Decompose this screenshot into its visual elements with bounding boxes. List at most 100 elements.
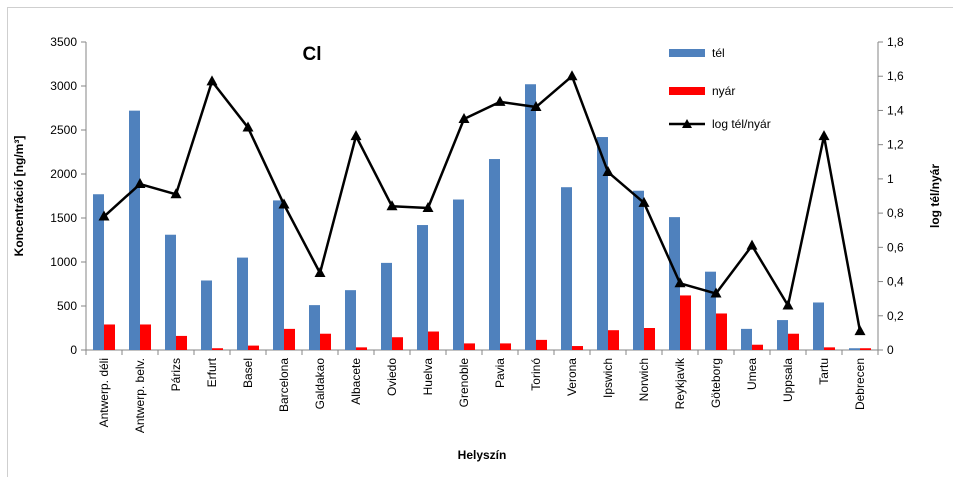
x-tick-label: Tartu bbox=[817, 358, 831, 385]
left-tick-label: 3000 bbox=[50, 79, 77, 93]
chart-title: Cl bbox=[303, 44, 322, 65]
line-marker bbox=[386, 200, 398, 211]
left-tick-label: 1000 bbox=[50, 255, 77, 269]
right-ticks: 0 0,2 0,4 0,6 0,8 1 1,2 1,4 1,6 1,8 bbox=[878, 35, 904, 357]
x-tick-label: Albacete bbox=[349, 358, 363, 405]
line-marker bbox=[350, 130, 362, 141]
bar-tel bbox=[705, 271, 716, 350]
x-tick-label: Reykjavik bbox=[673, 357, 687, 409]
x-axis-title: Helyszín bbox=[458, 448, 507, 462]
left-ticks: 0 500 1000 1500 2000 2500 3000 3500 bbox=[50, 35, 86, 357]
bar-nyar bbox=[212, 348, 223, 350]
line-marker bbox=[710, 287, 722, 298]
right-tick-label: 1,4 bbox=[887, 103, 904, 117]
line-marker bbox=[674, 277, 686, 288]
line-marker bbox=[134, 178, 146, 189]
line-marker bbox=[638, 196, 650, 207]
bars bbox=[93, 84, 871, 351]
bar-nyar bbox=[608, 330, 619, 350]
x-tick-label: Huelva bbox=[421, 358, 435, 396]
x-tick-label: Verona bbox=[565, 358, 579, 396]
bar-tel bbox=[165, 234, 176, 350]
bar-tel bbox=[849, 348, 860, 350]
bar-nyar bbox=[536, 339, 547, 350]
right-tick-label: 1,6 bbox=[887, 69, 904, 83]
right-tick-label: 1,8 bbox=[887, 35, 904, 49]
bar-tel bbox=[741, 328, 752, 350]
bar-tel bbox=[345, 290, 356, 350]
x-tick-label: Basel bbox=[241, 358, 255, 388]
left-tick-label: 500 bbox=[57, 299, 77, 313]
line-log-tel-nyar bbox=[103, 74, 862, 332]
bar-tel bbox=[381, 262, 392, 350]
x-tick-label: Pavia bbox=[493, 358, 507, 388]
legend-swatch-tel bbox=[669, 49, 705, 57]
bar-nyar bbox=[644, 328, 655, 350]
chart-frame bbox=[7, 7, 953, 477]
bar-nyar bbox=[356, 347, 367, 350]
bar-tel bbox=[129, 110, 140, 350]
right-tick-label: 0,6 bbox=[887, 240, 904, 254]
x-tick-label: Párizs bbox=[169, 358, 183, 391]
bar-nyar bbox=[860, 348, 871, 350]
bar-tel bbox=[237, 257, 248, 350]
left-tick-label: 2000 bbox=[50, 167, 77, 181]
line-marker bbox=[422, 201, 434, 212]
line-marker bbox=[458, 113, 470, 123]
bar-tel bbox=[93, 194, 104, 350]
bar-tel bbox=[777, 320, 788, 350]
line-series bbox=[98, 70, 866, 336]
right-tick-label: 1,2 bbox=[887, 138, 904, 152]
bar-nyar bbox=[176, 335, 187, 350]
bar-nyar bbox=[320, 333, 331, 350]
x-tick-label: Norwich bbox=[637, 358, 651, 401]
line-marker bbox=[746, 239, 758, 250]
right-tick-label: 1 bbox=[887, 172, 894, 186]
bar-nyar bbox=[716, 313, 727, 350]
x-tick-label: Umea bbox=[745, 358, 759, 390]
y-axis-title: Koncentráció [ng/m³] bbox=[12, 136, 26, 257]
bar-nyar bbox=[140, 324, 151, 350]
bar-tel bbox=[597, 137, 608, 350]
left-tick-label: 0 bbox=[70, 343, 77, 357]
bar-nyar bbox=[788, 333, 799, 350]
x-tick-label: Grenoble bbox=[457, 358, 471, 408]
x-tick-label: Uppsala bbox=[781, 358, 795, 402]
legend-label-nyar: nyár bbox=[712, 84, 735, 98]
bar-nyar bbox=[464, 343, 475, 350]
line-marker bbox=[242, 121, 254, 132]
x-tick-label: Göteborg bbox=[709, 358, 723, 408]
x-tick-label: Galdakao bbox=[313, 358, 327, 410]
x-tick-label: Debrecen bbox=[853, 358, 867, 410]
y2-axis-title: log tél/nyár bbox=[928, 164, 942, 228]
right-tick-label: 0,2 bbox=[887, 309, 904, 323]
bar-nyar bbox=[572, 346, 583, 350]
x-tick-label: Barcelona bbox=[277, 358, 291, 412]
legend-label-tel: tél bbox=[712, 46, 725, 60]
x-tick-label: Antwerp. belv. bbox=[133, 358, 147, 433]
line-marker bbox=[530, 101, 542, 112]
line-marker bbox=[278, 198, 290, 209]
x-tick-label: Oviedo bbox=[385, 358, 399, 396]
bar-nyar bbox=[752, 344, 763, 350]
bar-tel bbox=[561, 187, 572, 350]
x-tick-label: Ipswich bbox=[601, 358, 615, 398]
line-marker bbox=[170, 188, 182, 199]
bar-nyar bbox=[284, 328, 295, 350]
bar-tel bbox=[309, 305, 320, 350]
line-marker bbox=[782, 299, 794, 310]
x-tick-label: Erfurt bbox=[205, 357, 219, 387]
bar-nyar bbox=[428, 331, 439, 350]
right-tick-label: 0,4 bbox=[887, 275, 904, 289]
legend-label-log: log tél/nyár bbox=[712, 117, 771, 131]
bar-tel bbox=[669, 217, 680, 350]
bar-nyar bbox=[500, 343, 511, 350]
line-marker bbox=[602, 166, 614, 177]
bar-tel bbox=[813, 302, 824, 350]
line-marker bbox=[206, 75, 218, 86]
line-marker bbox=[494, 95, 506, 106]
line-marker bbox=[854, 325, 866, 336]
bar-tel bbox=[201, 280, 212, 350]
bar-tel bbox=[489, 159, 500, 350]
